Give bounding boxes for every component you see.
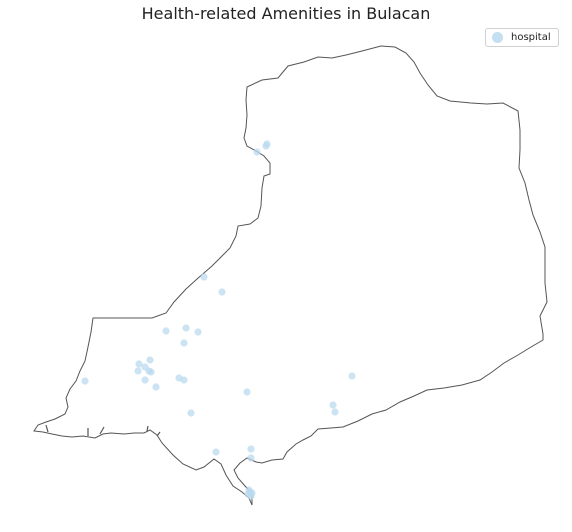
map-title: Health-related Amenities in Bulacan bbox=[141, 4, 431, 23]
hospital-point bbox=[180, 376, 188, 384]
hospital-point bbox=[212, 448, 220, 456]
hospital-point bbox=[134, 367, 142, 375]
province-boundary bbox=[33, 45, 548, 506]
hospital-point bbox=[135, 360, 143, 368]
hospital-point bbox=[253, 148, 261, 156]
hospital-point bbox=[180, 339, 188, 347]
hospital-point bbox=[246, 488, 254, 496]
hospital-point bbox=[162, 327, 170, 335]
hospital-point bbox=[182, 324, 190, 332]
hospital-point bbox=[218, 288, 226, 296]
hospital-point bbox=[262, 142, 270, 150]
hospital-point bbox=[200, 273, 208, 281]
hospital-point bbox=[81, 377, 89, 385]
hospital-point bbox=[243, 388, 251, 396]
hospital-point bbox=[187, 409, 195, 417]
hospital-point bbox=[147, 368, 155, 376]
hospital-point bbox=[348, 372, 356, 380]
hospital-point bbox=[247, 445, 255, 453]
legend: hospital bbox=[485, 28, 559, 47]
legend-label: hospital bbox=[511, 32, 551, 43]
hospital-point bbox=[247, 454, 255, 462]
hospital-point bbox=[329, 401, 337, 409]
hospital-point bbox=[152, 383, 160, 391]
hospital-point bbox=[141, 376, 149, 384]
hospital-point bbox=[146, 356, 154, 364]
hospital-point bbox=[194, 328, 202, 336]
coastline-inlets bbox=[45, 424, 161, 437]
hospital-point bbox=[331, 408, 339, 416]
hospital-points bbox=[81, 140, 356, 500]
legend-marker-icon bbox=[492, 32, 503, 43]
